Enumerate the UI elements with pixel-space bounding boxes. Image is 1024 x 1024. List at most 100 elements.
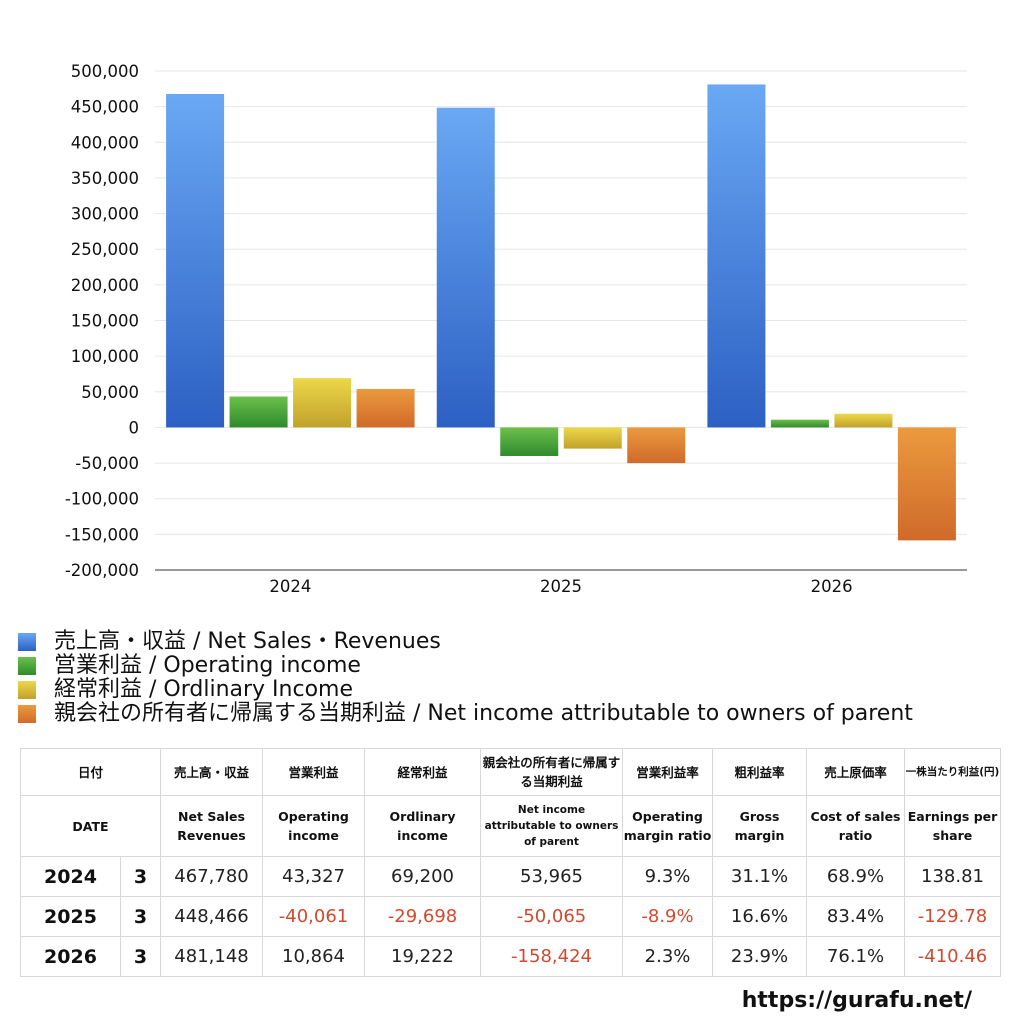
cell-cost-ratio: 76.1%	[806, 936, 906, 977]
header-gross-margin-jp: 粗利益率	[712, 748, 808, 796]
cell-eps: -410.46	[904, 936, 1002, 977]
header-ordinary-jp: 経常利益	[364, 748, 482, 796]
y-tick-label: 0	[129, 418, 140, 437]
bar-2026-series-2	[834, 413, 893, 428]
y-tick-label: 200,000	[71, 276, 139, 295]
legend-label-net: 親会社の所有者に帰属する当期利益 / Net income attributab…	[54, 701, 913, 726]
bar-2025-series-3	[627, 427, 686, 464]
cell-gross-margin: 23.9%	[712, 936, 808, 977]
cell-operating: 10,864	[262, 936, 366, 977]
x-axis-ticks: 2024 2025 2026	[269, 577, 852, 596]
x-tick-label: 2026	[811, 577, 853, 596]
header-op-margin-en: Operating margin ratio	[622, 795, 714, 857]
cell-cost-ratio: 68.9%	[806, 856, 906, 897]
legend-swatch-operating	[18, 657, 36, 675]
cell-operating: 43,327	[262, 856, 366, 897]
header-gross-margin-en: Gross margin	[712, 795, 808, 857]
table-row: 2024 3 467,780 43,327 69,200 53,965 9.3%…	[20, 856, 1002, 897]
y-tick-label: 350,000	[71, 169, 139, 188]
header-eps-jp: 一株当たり利益(円)	[904, 748, 1002, 796]
header-date-en: DATE	[19, 795, 162, 857]
cell-gross-margin: 16.6%	[712, 896, 808, 937]
table-header-en: DATE Net Sales Revenues Operating income…	[19, 795, 1002, 857]
cell-net: -158,424	[480, 936, 624, 977]
bar-2024-series-3	[356, 388, 415, 428]
table-row: 2025 3 448,466 -40,061 -29,698 -50,065 -…	[20, 896, 1002, 937]
bar-chart: 500,000 450,000 400,000 350,000 300,000 250,0…	[65, 62, 967, 596]
legend-item-sales: 売上高・収益 / Net Sales・Revenues	[18, 630, 913, 654]
legend-label-ordinary: 経常利益 / Ordlinary Income	[54, 677, 353, 702]
cell-net: 53,965	[480, 856, 624, 897]
cell-op-margin: 9.3%	[622, 856, 714, 897]
bar-2024-series-1	[229, 396, 288, 428]
header-operating-jp: 営業利益	[262, 748, 366, 796]
cell-cost-ratio: 83.4%	[806, 896, 906, 937]
header-sales-en: Net Sales Revenues	[160, 795, 264, 857]
header-cost-ratio-en: Cost of sales ratio	[806, 795, 906, 857]
bar-2026-series-3	[897, 427, 956, 541]
cell-gross-margin: 31.1%	[712, 856, 808, 897]
y-tick-label: 250,000	[71, 240, 139, 259]
y-tick-label: 300,000	[71, 205, 139, 224]
header-op-margin-jp: 営業利益率	[622, 748, 714, 796]
cell-eps: -129.78	[904, 896, 1002, 937]
cell-month: 3	[119, 936, 162, 977]
cell-month: 3	[119, 896, 162, 937]
legend: 売上高・収益 / Net Sales・Revenues 営業利益 / Opera…	[18, 630, 913, 726]
bar-2024-series-2	[293, 378, 352, 428]
y-tick-label: -50,000	[75, 454, 139, 473]
y-tick-label: 500,000	[71, 62, 139, 81]
bars	[166, 84, 956, 541]
bar-2026-series-0	[707, 84, 766, 428]
header-net-en: Net income attributable to owners of par…	[480, 795, 624, 857]
header-net-jp: 親会社の所有者に帰属する当期利益	[480, 748, 624, 796]
financial-table: 日付 売上高・収益 営業利益 経常利益 親会社の所有者に帰属する当期利益 営業利…	[19, 748, 1002, 977]
table-header-jp: 日付 売上高・収益 営業利益 経常利益 親会社の所有者に帰属する当期利益 営業利…	[19, 748, 1002, 796]
x-tick-label: 2024	[269, 577, 311, 596]
cell-year: 2024	[20, 856, 121, 897]
grid-lines	[155, 70, 967, 571]
cell-sales: 467,780	[160, 856, 264, 897]
cell-month: 3	[119, 856, 162, 897]
legend-label-operating: 営業利益 / Operating income	[54, 653, 361, 678]
cell-ordinary: -29,698	[364, 896, 482, 937]
header-ordinary-en: Ordlinary income	[364, 795, 482, 857]
legend-item-operating: 営業利益 / Operating income	[18, 654, 913, 678]
cell-op-margin: 2.3%	[622, 936, 714, 977]
site-url: https://gurafu.net/	[741, 988, 972, 1013]
legend-swatch-ordinary	[18, 681, 36, 699]
header-eps-en: Earnings per share	[904, 795, 1002, 857]
header-operating-en: Operating income	[262, 795, 366, 857]
cell-eps: 138.81	[904, 856, 1002, 897]
cell-sales: 448,466	[160, 896, 264, 937]
bar-2025-series-2	[563, 427, 622, 449]
cell-ordinary: 69,200	[364, 856, 482, 897]
bar-2024-series-0	[166, 93, 225, 428]
header-sales-jp: 売上高・収益	[160, 748, 264, 796]
cell-sales: 481,148	[160, 936, 264, 977]
y-tick-label: 150,000	[71, 312, 139, 331]
y-tick-label: 50,000	[81, 383, 139, 402]
cell-ordinary: 19,222	[364, 936, 482, 977]
y-tick-label: 450,000	[71, 98, 139, 117]
cell-net: -50,065	[480, 896, 624, 937]
y-axis-ticks: 500,000 450,000 400,000 350,000 300,000 250,0…	[65, 62, 139, 580]
cell-year: 2026	[20, 936, 121, 977]
y-tick-label: -200,000	[65, 561, 139, 580]
y-tick-label: 100,000	[71, 347, 139, 366]
header-cost-ratio-jp: 売上原価率	[806, 748, 906, 796]
table-row: 2026 3 481,148 10,864 19,222 -158,424 2.…	[20, 936, 1002, 977]
legend-swatch-net	[18, 705, 36, 723]
legend-swatch-sales	[18, 633, 36, 651]
y-tick-label: 400,000	[71, 133, 139, 152]
bar-2026-series-1	[770, 419, 829, 428]
x-tick-label: 2025	[540, 577, 582, 596]
cell-op-margin: -8.9%	[622, 896, 714, 937]
header-date-jp: 日付	[19, 748, 162, 796]
legend-item-ordinary: 経常利益 / Ordlinary Income	[18, 678, 913, 702]
legend-item-net: 親会社の所有者に帰属する当期利益 / Net income attributab…	[18, 702, 913, 726]
y-tick-label: -100,000	[65, 490, 139, 509]
y-tick-label: -150,000	[65, 525, 139, 544]
cell-operating: -40,061	[262, 896, 366, 937]
bar-2025-series-0	[436, 107, 495, 428]
